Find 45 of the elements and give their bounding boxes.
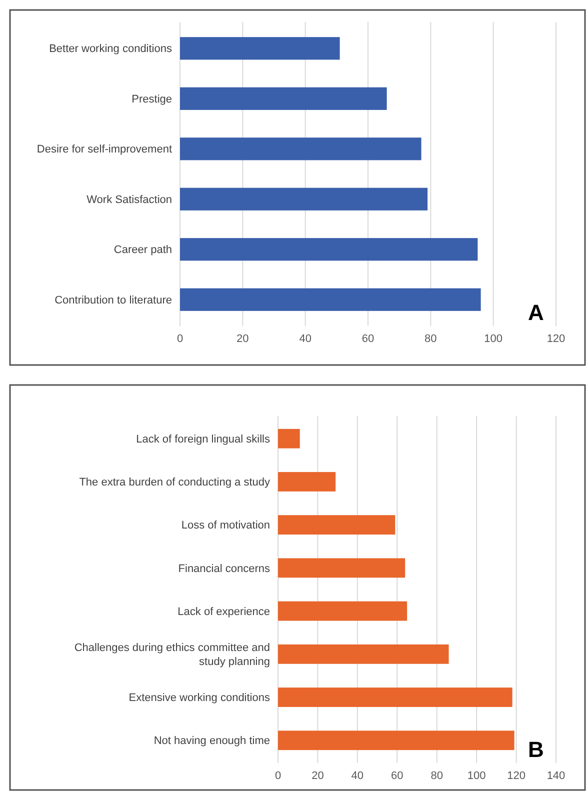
bar [180, 188, 428, 210]
x-tick-label: 40 [351, 770, 364, 782]
x-tick-label: 0 [176, 333, 184, 345]
y-tick-label: Loss of motivation [181, 520, 270, 532]
bar [278, 644, 449, 664]
bar [180, 87, 387, 110]
bar [278, 428, 300, 448]
x-tick-label: 40 [299, 333, 312, 345]
y-tick-label: The extra burden of conducting a study [79, 476, 270, 489]
y-tick-label: Financial concerns [178, 562, 270, 575]
y-tick-label: Contribution to literature [54, 294, 172, 306]
x-tick-label: 80 [424, 333, 437, 345]
bar [278, 472, 336, 492]
x-tick-label: 80 [430, 770, 443, 782]
y-tick-label: Lack of foreign lingual skills [136, 433, 270, 446]
x-tick-label: 20 [236, 333, 249, 345]
x-tick-label: 140 [546, 770, 566, 782]
y-tick-label: Lack of experience [178, 606, 270, 618]
y-tick-label: Work Satisfaction [86, 194, 172, 206]
annotation: B [528, 737, 544, 762]
x-tick-label: 60 [362, 333, 374, 345]
bar [180, 288, 481, 311]
x-tick-label: 120 [507, 770, 526, 782]
bar [278, 730, 514, 750]
y-tick-label: Prestige [132, 93, 172, 106]
bar [278, 601, 408, 621]
x-tick-label: 60 [391, 770, 404, 782]
x-tick-label: 20 [312, 770, 324, 782]
bar [180, 238, 478, 261]
y-tick-label: Career path [114, 244, 172, 256]
bar [180, 138, 422, 160]
y-tick-label: Not having enough time [154, 735, 270, 748]
bar [278, 558, 406, 578]
bar [180, 37, 340, 60]
x-tick-label: 0 [274, 770, 282, 782]
x-tick-label: 100 [467, 770, 486, 782]
x-tick-label: 100 [484, 333, 503, 345]
bar [278, 515, 396, 535]
x-tick-label: 120 [546, 333, 566, 345]
bar [278, 688, 512, 707]
y-tick-label: Better working conditions [49, 43, 172, 56]
y-tick-label: Extensive working conditions [128, 692, 270, 704]
y-tick-label: Desire for self-improvement [36, 144, 172, 156]
y-tick-label: Challenges during ethics committee and study planning [74, 642, 270, 668]
annotation: A [528, 300, 544, 325]
